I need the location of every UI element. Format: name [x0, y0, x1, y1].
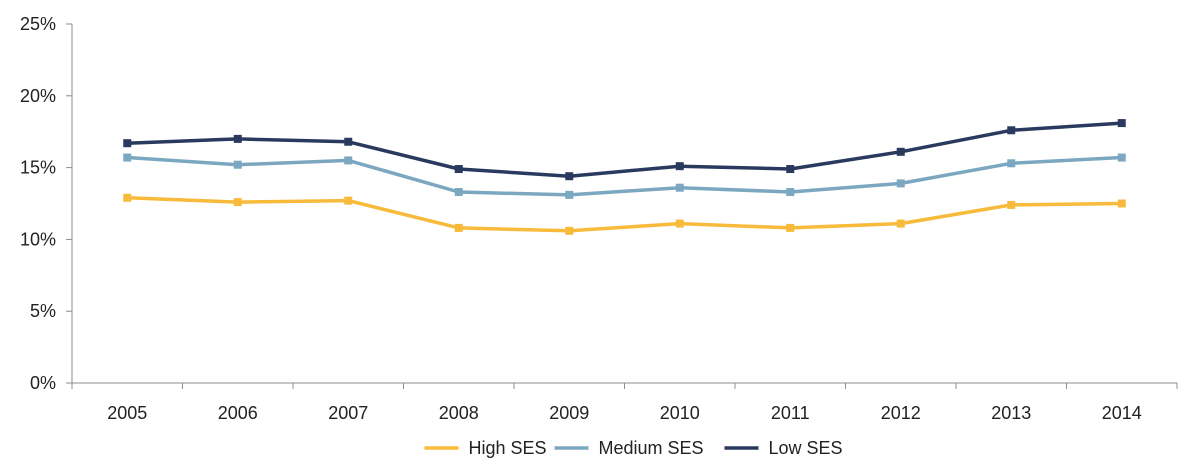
x-tick-label: 2014: [1102, 403, 1142, 423]
data-point: [454, 165, 463, 174]
data-point: [1117, 119, 1126, 128]
data-point: [1007, 200, 1016, 209]
data-point: [565, 190, 574, 199]
data-point: [454, 188, 463, 197]
series-line: [127, 196, 1122, 233]
data-point: [1117, 199, 1126, 208]
x-tick-label: 2005: [107, 403, 147, 423]
legend-item: Medium SES: [554, 438, 704, 458]
legend-label: High SES: [469, 438, 547, 458]
legend-item: Low SES: [724, 438, 843, 458]
data-point: [1117, 153, 1126, 162]
data-point: [786, 223, 795, 232]
legend: High SES Medium SES Low SES: [424, 438, 843, 458]
data-point: [1007, 159, 1016, 168]
data-point: [786, 165, 795, 174]
x-tick-label: 2007: [328, 403, 368, 423]
x-tick-label: 2009: [549, 403, 589, 423]
series-line: [127, 155, 1122, 197]
data-point: [344, 156, 353, 165]
x-tick-label: 2012: [881, 403, 921, 423]
data-point: [123, 153, 132, 162]
series-group: [123, 193, 1126, 235]
data-point: [565, 172, 574, 181]
y-tick-label: 20%: [20, 86, 56, 106]
y-tick-label: 0%: [30, 373, 56, 393]
x-tick-label: 2013: [991, 403, 1031, 423]
data-point: [675, 183, 684, 192]
data-point: [675, 219, 684, 228]
x-tick-label: 2011: [771, 403, 810, 423]
data-point: [786, 188, 795, 197]
x-tick-label: 2010: [660, 403, 700, 423]
series-line: [127, 121, 1122, 178]
data-point: [675, 162, 684, 171]
legend-label: Low SES: [769, 438, 843, 458]
series-layer: [123, 119, 1126, 235]
data-point: [896, 219, 905, 228]
data-point: [344, 137, 353, 146]
data-point: [233, 134, 242, 143]
x-tick-label: 2006: [218, 403, 258, 423]
data-point: [233, 198, 242, 207]
data-point: [896, 179, 905, 188]
y-tick-label: 25%: [20, 14, 56, 34]
y-tick-label: 15%: [20, 158, 56, 178]
data-point: [123, 139, 132, 148]
axes: 0% 5% 10% 15% 20% 25% 2005 2006 2007 2008 2009 2010…: [20, 14, 1178, 423]
data-point: [1007, 126, 1016, 135]
data-point: [454, 223, 463, 232]
series-group: [123, 153, 1126, 199]
data-point: [233, 160, 242, 169]
y-tick-label: 5%: [30, 301, 56, 321]
x-tick-label: 2008: [439, 403, 479, 423]
data-point: [565, 226, 574, 235]
series-group: [123, 119, 1126, 181]
data-point: [123, 193, 132, 202]
y-tick-label: 10%: [20, 229, 56, 249]
data-point: [344, 196, 353, 205]
legend-item: High SES: [424, 438, 547, 458]
legend-label: Medium SES: [599, 438, 704, 458]
data-point: [896, 147, 905, 156]
